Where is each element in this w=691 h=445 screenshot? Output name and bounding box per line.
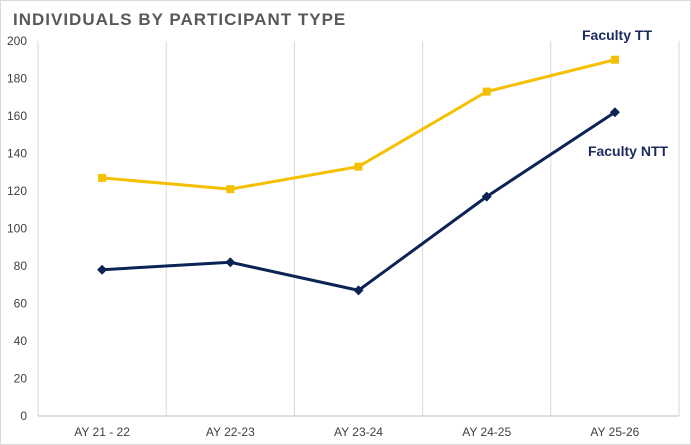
x-tick-label: AY 21 - 22 [74,425,130,439]
y-tick-label: 40 [14,334,28,348]
data-point-faculty-tt [226,185,235,194]
data-point-faculty-tt [610,55,619,64]
data-point-faculty-ntt [353,285,364,296]
y-tick-label: 120 [7,184,27,198]
y-tick-label: 100 [7,222,27,236]
series-label-faculty-tt: Faculty TT [582,27,652,43]
data-point-faculty-ntt [609,107,620,118]
x-tick-label: AY 24-25 [462,425,511,439]
data-point-faculty-tt [482,87,491,96]
data-point-faculty-ntt [97,264,108,275]
data-point-faculty-tt [354,162,363,171]
y-tick-label: 160 [7,109,27,123]
data-point-faculty-ntt [481,191,492,202]
x-tick-label: AY 22-23 [206,425,255,439]
data-point-faculty-ntt [225,257,236,268]
data-point-faculty-tt [98,173,107,182]
y-tick-label: 20 [14,372,28,386]
y-tick-label: 80 [14,259,28,273]
y-tick-label: 180 [7,72,27,86]
y-tick-label: 140 [7,147,27,161]
x-tick-label: AY 25-26 [590,425,639,439]
x-tick-label: AY 23-24 [334,425,383,439]
y-tick-label: 0 [20,409,27,423]
series-line-faculty-ntt [102,110,616,292]
y-tick-label: 200 [7,34,27,48]
y-tick-label: 60 [14,297,28,311]
series-label-faculty-ntt: Faculty NTT [588,143,669,159]
chart-title: INDIVIDUALS BY PARTICIPANT TYPE [13,10,347,29]
